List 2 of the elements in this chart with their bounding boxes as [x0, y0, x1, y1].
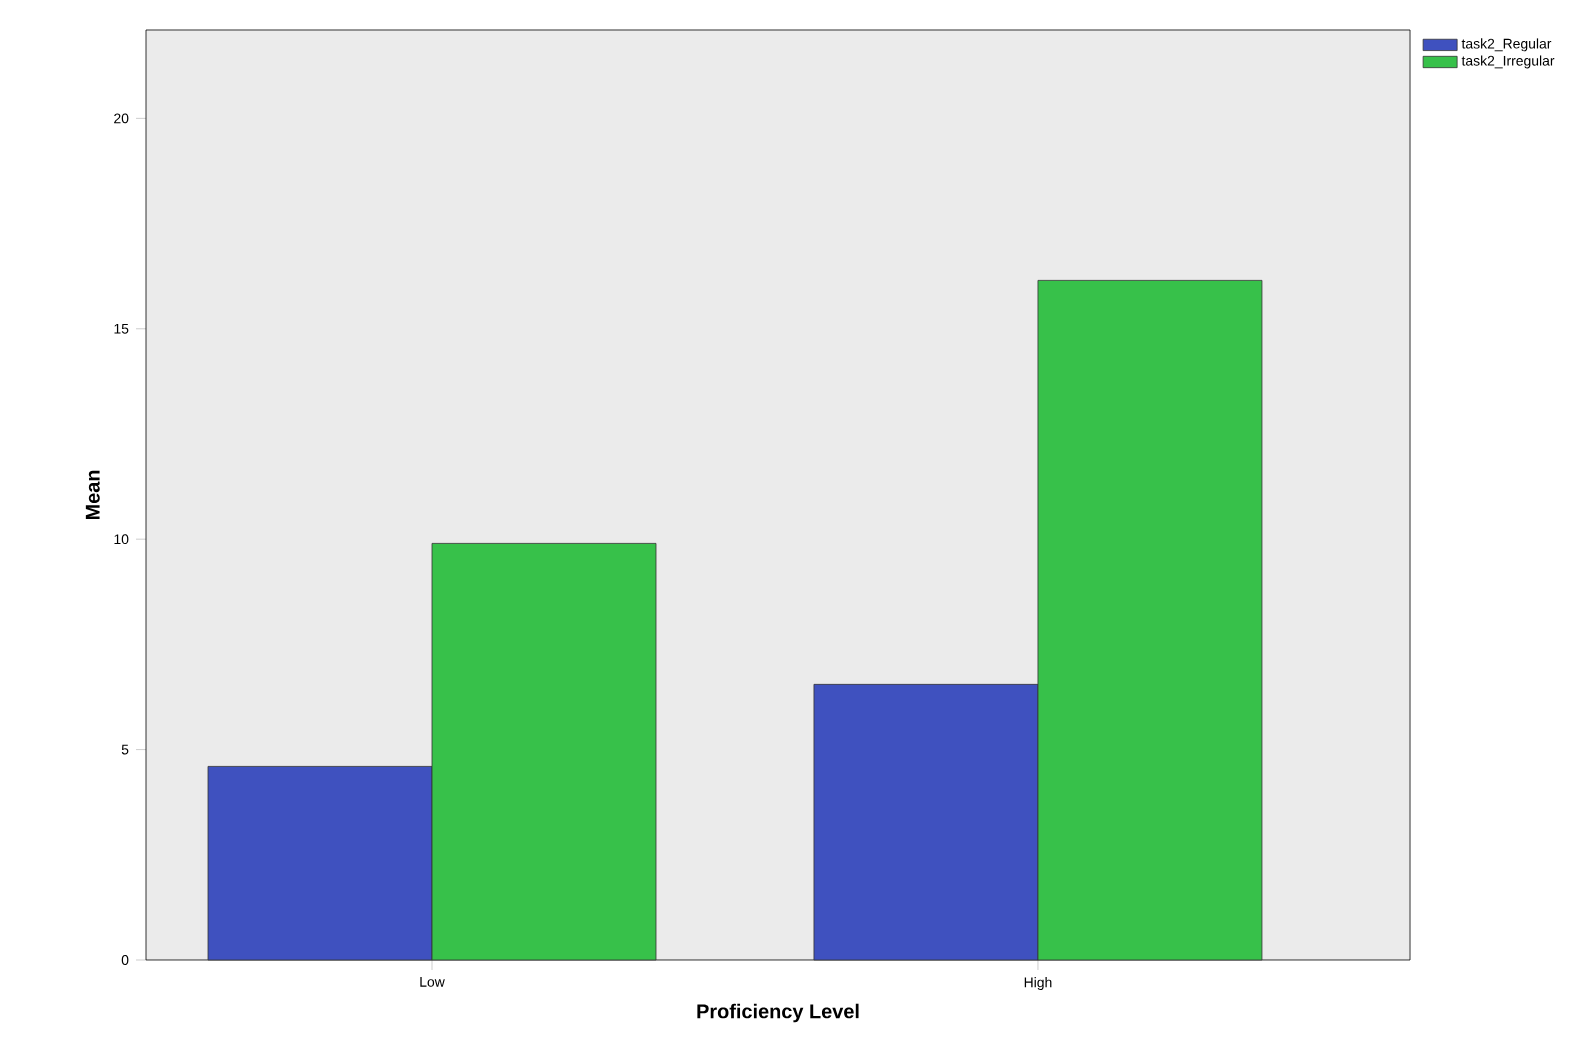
y-axis-title: Mean [85, 470, 100, 520]
x-axis-title: Proficiency Level [697, 1003, 859, 1023]
